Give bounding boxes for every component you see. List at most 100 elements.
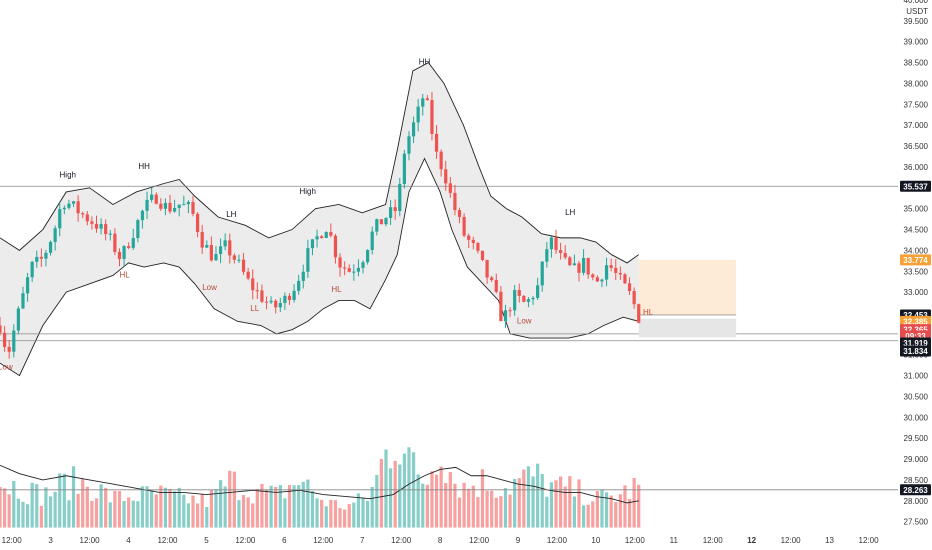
- volume-bar: [214, 489, 218, 528]
- candle-body: [545, 249, 549, 262]
- price-tag-label: 32.365: [903, 326, 928, 335]
- volume-bar: [632, 477, 636, 528]
- candle-body: [531, 297, 535, 300]
- volume-bar: [140, 486, 145, 528]
- volume-bar: [531, 476, 535, 528]
- candle-body: [48, 241, 53, 253]
- volume-bar: [269, 485, 273, 528]
- volume-bar: [439, 466, 443, 528]
- candle-body: [490, 277, 494, 281]
- candle-body: [627, 283, 632, 291]
- candle-body: [434, 133, 439, 152]
- candle-body: [430, 100, 434, 134]
- volume-bar: [540, 474, 544, 528]
- volume-bar: [623, 485, 627, 528]
- candle-body: [444, 169, 448, 184]
- volume-bar: [21, 501, 25, 528]
- volume-bar: [195, 503, 200, 528]
- candle-body: [366, 250, 370, 263]
- candle-body: [407, 136, 411, 154]
- candle-body: [264, 301, 269, 303]
- volume-bar: [480, 469, 485, 528]
- candle-body: [113, 233, 117, 252]
- candle-body: [388, 207, 393, 218]
- volume-bar: [297, 485, 301, 528]
- volume-bar: [425, 484, 429, 528]
- candle-body: [62, 207, 66, 210]
- candle-body: [81, 213, 85, 215]
- volume-bar: [0, 486, 2, 528]
- candle-body: [623, 274, 627, 284]
- volume-bar: [444, 483, 448, 528]
- volume-bar: [145, 486, 149, 528]
- volume-bar: [513, 478, 517, 528]
- price-tag-label: 09:33: [905, 332, 926, 341]
- volume-bar: [545, 496, 549, 528]
- time-axis-tick-label: 12:00: [157, 536, 178, 545]
- volume-bar: [467, 488, 471, 528]
- volume-bar: [453, 483, 457, 528]
- time-axis-tick-label: 12:00: [235, 536, 256, 545]
- volume-bar: [604, 492, 609, 528]
- volume-bar: [384, 449, 388, 528]
- candle-body: [448, 183, 452, 193]
- volume-bar: [108, 502, 112, 528]
- volume-bar: [338, 508, 342, 528]
- candle-body: [411, 122, 416, 137]
- candle-body: [467, 235, 471, 240]
- volume-bar: [173, 491, 177, 528]
- time-axis[interactable]: 12:00 3 12:00 4 12:00 5 12:00 6 12:00 7 12:00 8 12:0…: [2, 536, 879, 545]
- volume-bar: [232, 471, 236, 528]
- price-tag: [900, 484, 931, 496]
- time-axis-tick-label: 4: [126, 536, 131, 545]
- volume-bar: [85, 486, 89, 528]
- candle-body: [559, 250, 563, 253]
- volume-bar: [274, 486, 278, 528]
- price-axis-tick-label: 37.000: [904, 121, 929, 130]
- candle-body: [25, 277, 30, 294]
- candle-body: [200, 232, 204, 248]
- long-position-box[interactable]: [638, 259, 737, 338]
- volume-bar: [104, 487, 108, 528]
- position-loss-zone[interactable]: [638, 318, 737, 338]
- candle-body: [600, 279, 604, 282]
- price-tag-label: 35.537: [903, 182, 928, 191]
- volume-bar: [122, 501, 126, 528]
- candle-body: [283, 295, 287, 304]
- candle-body: [416, 106, 420, 123]
- volume-bar: [324, 506, 328, 528]
- volume-bar: [430, 471, 434, 528]
- position-profit-zone[interactable]: [638, 259, 737, 315]
- volume-bar: [366, 500, 370, 528]
- price-axis-tick-label: 40.000: [904, 0, 929, 5]
- candle-body: [310, 239, 315, 249]
- swing-label-low: Low: [202, 283, 217, 292]
- price-axis-tick-label: 28.000: [904, 497, 929, 506]
- candle-body: [398, 183, 402, 212]
- price-tag: [900, 180, 931, 192]
- candle-body: [94, 223, 99, 229]
- candle-body: [513, 290, 517, 311]
- bollinger-band-fill: [0, 62, 639, 376]
- volume-bar: [131, 500, 135, 528]
- candle-body: [274, 300, 278, 308]
- volume-bar: [522, 469, 526, 528]
- volume-bar: [251, 503, 255, 528]
- candle-body: [191, 201, 195, 214]
- candlesticks: [0, 91, 641, 359]
- candle-body: [480, 250, 485, 260]
- price-tag-label: 31.834: [903, 347, 928, 356]
- candle-body: [503, 310, 508, 322]
- volume-bar: [549, 482, 554, 528]
- candle-body: [136, 220, 140, 239]
- volume-bar: [81, 479, 85, 528]
- volume-bar: [163, 487, 168, 528]
- volume-bar: [347, 504, 351, 528]
- candle-body: [604, 265, 609, 280]
- candle-body: [173, 207, 177, 212]
- volume-bar: [154, 494, 158, 528]
- volume-bar: [343, 509, 347, 528]
- price-axis-tick-label: 34.000: [904, 246, 929, 255]
- candle-body: [241, 259, 246, 272]
